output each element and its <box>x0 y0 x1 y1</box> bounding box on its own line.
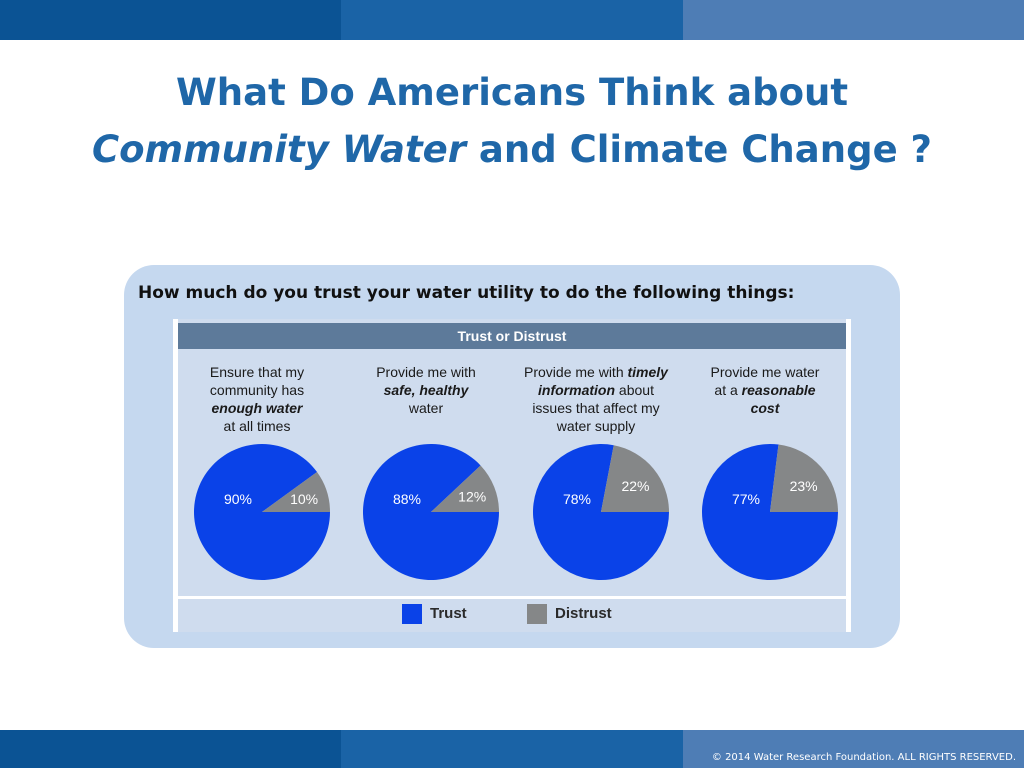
pie-slice-distrust <box>601 445 669 512</box>
legend-label-trust: Trust <box>430 605 467 622</box>
pie-charts: 90% 10% 88% 12% 78% 22% 77% 23% <box>194 444 838 580</box>
legend-swatch-trust <box>402 604 422 624</box>
pie-caption: Ensure that my community has enough water a… <box>182 363 332 435</box>
caption-line: Ensure that my <box>209 364 305 380</box>
banner-segment: © 2014 Water Research Foundation. ALL RI… <box>683 730 1024 768</box>
pie-slice-distrust <box>431 465 499 512</box>
pie-label-distrust: 23% <box>790 478 818 494</box>
caption-line: enough water <box>211 400 303 416</box>
caption-line: safe, healthy <box>383 382 469 398</box>
chart-panel: How much do you trust your water utility… <box>124 265 900 648</box>
pie-caption: Provide me with timely information about i… <box>521 363 671 435</box>
title-line-2: Community Water and Climate Change ? <box>0 121 1024 178</box>
legend-swatch-distrust <box>527 604 547 624</box>
pie-slice-distrust <box>262 472 330 512</box>
banner-segment <box>0 0 341 40</box>
caption-line: Provide me with <box>376 364 476 380</box>
pie-label-distrust: 22% <box>621 478 649 494</box>
chart-title: Trust or Distrust <box>178 323 846 349</box>
chart-legend: Trust Distrust <box>173 602 851 626</box>
legend-label-distrust: Distrust <box>555 605 612 622</box>
caption-line: at a reasonable <box>714 382 816 398</box>
pie-caption: Provide me water at a reasonable cost <box>690 363 840 417</box>
pie-captions: Ensure that my community has enough water a… <box>178 363 846 443</box>
caption-line: Provide me water <box>710 364 820 380</box>
copyright-notice: © 2014 Water Research Foundation. ALL RI… <box>711 752 1016 763</box>
chart-figure: Trust or Distrust Ensure that my communit… <box>173 319 851 632</box>
legend-divider <box>178 596 846 599</box>
banner-segment <box>683 0 1024 40</box>
caption-line: issues that affect my <box>532 400 660 416</box>
banner-segment <box>341 730 683 768</box>
pie-label-trust: 90% <box>224 491 252 507</box>
pie-caption: Provide me with safe, healthy water <box>351 363 501 417</box>
caption-line: water <box>408 400 444 416</box>
title-line-1: What Do Americans Think about <box>175 71 849 114</box>
pie-label-trust: 78% <box>563 491 591 507</box>
title-line-2-rest: and Climate Change ? <box>466 128 933 171</box>
caption-line: community has <box>209 382 305 398</box>
pie-label-trust: 77% <box>732 491 760 507</box>
caption-line: information about <box>538 382 654 398</box>
banner-segment <box>0 730 341 768</box>
pie-label-trust: 88% <box>393 491 421 507</box>
caption-line: at all times <box>223 418 291 434</box>
pie-label-distrust: 10% <box>290 491 318 507</box>
title-emphasis: Community Water <box>91 128 467 171</box>
bottom-banner: © 2014 Water Research Foundation. ALL RI… <box>0 730 1024 768</box>
caption-line: water supply <box>556 418 636 434</box>
banner-segment <box>341 0 683 40</box>
survey-question: How much do you trust your water utility… <box>138 283 795 303</box>
caption-line: Provide me with timely <box>524 364 668 380</box>
caption-line: cost <box>750 400 780 416</box>
slide-title: What Do Americans Think about Community … <box>0 64 1024 178</box>
pie-slice-distrust <box>770 444 838 512</box>
top-banner <box>0 0 1024 40</box>
pie-label-distrust: 12% <box>458 488 486 504</box>
